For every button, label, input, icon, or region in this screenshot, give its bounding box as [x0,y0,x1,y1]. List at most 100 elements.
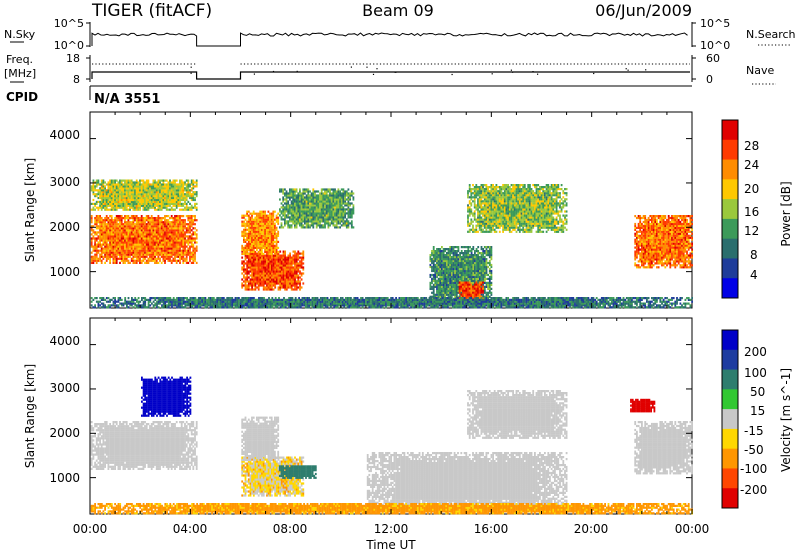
heatmap-cell [185,202,188,205]
heatmap-cell [469,258,471,261]
heatmap-cell [182,261,185,264]
heatmap-cell [132,243,135,246]
heatmap-cell [312,194,315,197]
heatmap-cell [170,206,173,209]
heatmap-cell [297,222,300,225]
heatmap-cell [130,195,133,198]
heatmap-cell [97,231,100,234]
date-title: 06/Jun/2009 [595,1,692,20]
heatmap-cell [319,212,321,215]
heatmap-cell [157,204,160,207]
heatmap-cell [174,221,176,224]
heatmap-cell [444,256,447,259]
heatmap-cell [467,271,470,275]
heatmap-cell [290,216,293,219]
heatmap-cell [327,198,330,201]
heatmap-cell [322,216,325,219]
heatmap-cell [256,246,258,249]
heatmap-cell [142,196,145,200]
heatmap-cell [460,269,463,273]
heatmap-cell [247,210,250,213]
heatmap-cell [266,274,268,277]
heatmap-cell [120,189,123,192]
heatmap-cell [90,202,93,205]
heatmap-cell [429,254,432,257]
heatmap-cell [289,270,291,273]
heatmap-cell [187,185,190,188]
heatmap-cell [195,237,198,240]
heatmap-cell [324,188,326,191]
heatmap-cell [95,179,98,182]
heatmap-cell [475,258,478,261]
heatmap-cell [127,225,130,228]
heatmap-cell [261,254,263,257]
heatmap-cell [164,231,166,234]
heatmap-cell [137,206,140,209]
heatmap-cell [472,254,475,257]
heatmap-cell [90,259,93,262]
heatmap-cell [446,275,448,278]
heatmap-cell [150,193,153,196]
heatmap-cell [257,286,260,289]
heatmap-cell [452,256,455,259]
heatmap-cell [300,256,303,259]
heatmap-cell [315,214,318,217]
heatmap-cell [300,266,303,269]
heatmap-cell [342,222,345,225]
heatmap-cell [465,246,468,249]
heatmap-cell [300,278,303,281]
heatmap-cell [190,251,193,254]
heatmap-cell [436,275,438,278]
heatmap-cell [192,237,195,240]
heatmap-cell [180,239,183,242]
heatmap-cell [482,248,485,251]
heatmap-cell [452,263,455,267]
heatmap-cell [257,276,260,279]
nave-dot [350,66,352,68]
heatmap-cell [482,273,485,277]
heatmap-cell [170,185,173,188]
heatmap-cell [431,252,433,255]
heatmap-cell [455,287,458,290]
heatmap-cell [304,216,306,219]
heatmap-cell [127,193,130,196]
heatmap-cell [272,270,275,273]
heatmap-cell [100,247,103,250]
heatmap-cell [112,221,115,224]
heatmap-cell [254,216,257,219]
heatmap-cell [302,204,305,207]
heatmap-cell [335,214,338,217]
heatmap-cell [260,242,263,245]
heatmap-cell [477,258,480,261]
heatmap-cell [179,249,181,252]
heatmap-cell [319,200,321,203]
heatmap-cell [129,195,131,198]
heatmap-cell [295,218,298,221]
nsky-tick-high: 10^5 [54,17,84,30]
heatmap-cell [287,208,290,211]
heatmap-cell [190,221,193,224]
heatmap-cell [482,295,485,298]
heatmap-cell [342,194,345,197]
heatmap-cell [337,190,340,193]
heatmap-cell [247,222,250,225]
heatmap-cell [94,237,96,240]
heatmap-cell [117,204,120,207]
heatmap-cell [119,245,121,248]
heatmap-cell [139,191,141,194]
heatmap-cell [469,256,471,259]
heatmap-cell [97,200,100,203]
heatmap-cell [470,248,473,251]
heatmap-cell [251,232,253,235]
heatmap-cell [320,218,323,221]
heatmap-cell [115,208,118,211]
heatmap-cell [102,223,105,226]
heatmap-cell [147,200,150,203]
heatmap-cell [437,259,440,263]
heatmap-cell [149,206,151,209]
heatmap-cell [309,206,311,209]
heatmap-cell [109,225,111,228]
heatmap-cell [455,295,458,298]
heatmap-cell [272,276,275,279]
heatmap-cell [279,288,282,291]
